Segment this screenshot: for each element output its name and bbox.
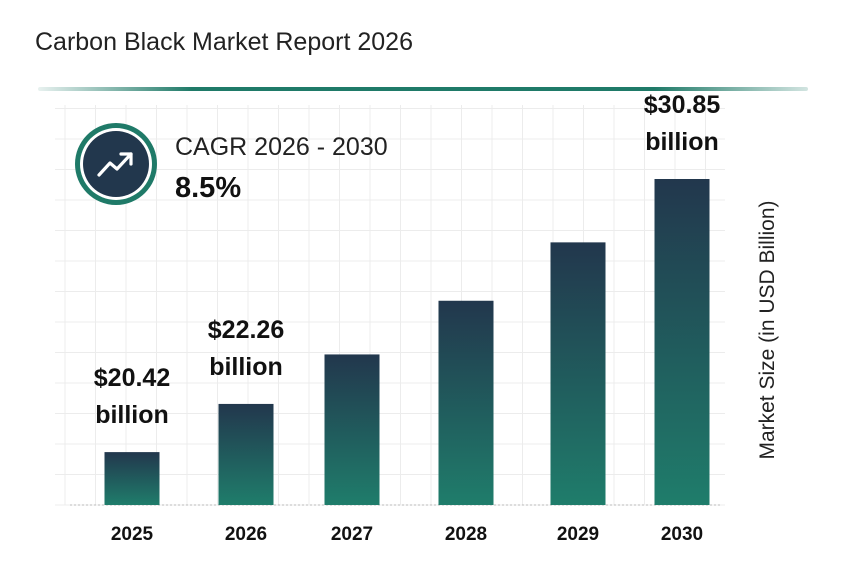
data-label: billion [209, 353, 283, 381]
data-label: $30.85 [644, 91, 721, 119]
title-divider [38, 87, 808, 91]
grid [55, 105, 725, 506]
data-label: billion [645, 128, 719, 156]
x-tick-label: 2026 [225, 524, 267, 545]
x-tick-label: 2028 [445, 524, 487, 545]
bar-2025 [104, 452, 160, 505]
bar-2029 [550, 242, 606, 505]
cagr-label: CAGR 2026 - 2030 [175, 133, 388, 161]
bar-2028 [438, 300, 494, 505]
bar-2030 [654, 179, 710, 505]
x-tick-label: 2029 [557, 524, 599, 545]
cagr-value: 8.5% [175, 172, 242, 204]
data-label: $20.42 [94, 364, 170, 392]
bar-2027 [324, 354, 380, 505]
data-label: billion [95, 401, 169, 429]
y-axis-label: Market Size (in USD Billion) [756, 200, 779, 460]
data-label: $22.26 [208, 316, 284, 344]
x-tick-label: 2025 [111, 524, 154, 545]
bar-2026 [218, 403, 274, 505]
trending-up-icon [83, 131, 149, 197]
x-tick-label: 2030 [661, 524, 703, 545]
page-title: Carbon Black Market Report 2026 [35, 28, 413, 56]
x-tick-label: 2027 [331, 524, 373, 545]
cagr-badge [75, 123, 157, 205]
